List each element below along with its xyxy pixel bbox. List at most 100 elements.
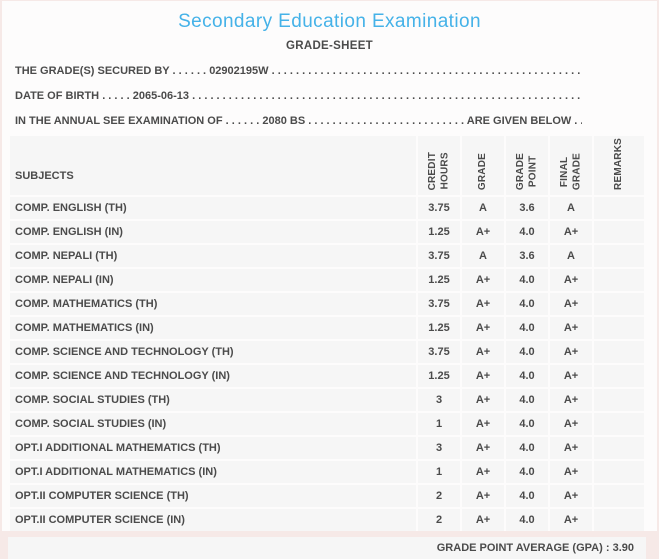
remarks-cell bbox=[594, 245, 644, 267]
credit-hours-cell: 3.75 bbox=[418, 197, 460, 219]
dotted-leader: . . . . . . bbox=[225, 115, 260, 127]
grade-point-cell: 3.6 bbox=[506, 245, 548, 267]
dotted-leader: . . . . . . . . . . . . . . . . . . . . … bbox=[308, 115, 465, 127]
dotted-leader: . . . . . . bbox=[172, 65, 207, 77]
table-row: COMP. SOCIAL STUDIES (TH) 3 A+ 4.0 A+ bbox=[10, 389, 644, 411]
grade-point-cell: 4.0 bbox=[506, 461, 548, 483]
column-header-final-grade: FINAL GRADE bbox=[550, 136, 592, 195]
final-grade-cell: A+ bbox=[550, 341, 592, 363]
subject-cell: COMP. SCIENCE AND TECHNOLOGY (IN) bbox=[10, 365, 416, 387]
grade-point-cell: 4.0 bbox=[506, 485, 548, 507]
subject-cell: COMP. ENGLISH (TH) bbox=[10, 197, 416, 219]
table-body: COMP. ENGLISH (TH) 3.75 A 3.6 A COMP. EN… bbox=[10, 197, 644, 531]
page-title: Secondary Education Examination bbox=[178, 11, 481, 32]
remarks-cell bbox=[594, 413, 644, 435]
grade-cell: A+ bbox=[462, 461, 504, 483]
info-line-exam-year: IN THE ANNUAL SEE EXAMINATION OF . . . .… bbox=[15, 109, 582, 134]
column-header-grade-point: GRADE POINT bbox=[506, 136, 548, 195]
credit-hours-cell: 1 bbox=[418, 413, 460, 435]
credit-hours-cell: 3.75 bbox=[418, 245, 460, 267]
remarks-cell bbox=[594, 485, 644, 507]
subject-cell: COMP. NEPALI (IN) bbox=[10, 269, 416, 291]
remarks-cell bbox=[594, 461, 644, 483]
final-grade-cell: A bbox=[550, 245, 592, 267]
remarks-cell bbox=[594, 389, 644, 411]
info-suffix: ARE GIVEN BELOW . . . bbox=[466, 115, 582, 127]
candidate-info: THE GRADE(S) SECURED BY . . . . . . 0290… bbox=[15, 59, 582, 134]
subject-cell: COMP. SCIENCE AND TECHNOLOGY (TH) bbox=[10, 341, 416, 363]
grade-point-cell: 4.0 bbox=[506, 317, 548, 339]
grade-point-cell: 4.0 bbox=[506, 269, 548, 291]
final-grade-cell: A+ bbox=[550, 509, 592, 531]
dotted-leader: . . . . . . . . . . . . . . . . . . . . … bbox=[192, 90, 582, 102]
final-grade-cell: A+ bbox=[550, 317, 592, 339]
column-header-remarks: REMARKS bbox=[594, 136, 644, 195]
grade-cell: A+ bbox=[462, 221, 504, 243]
table-header-row: SUBJECTS CREDIT HOURS GRADE GRADE POINT … bbox=[10, 136, 644, 195]
grade-cell: A+ bbox=[462, 341, 504, 363]
remarks-cell bbox=[594, 341, 644, 363]
subject-cell: OPT.II COMPUTER SCIENCE (TH) bbox=[10, 485, 416, 507]
gpa-value: 3.90 bbox=[612, 542, 634, 554]
subject-cell: COMP. SOCIAL STUDIES (IN) bbox=[10, 413, 416, 435]
table-row: COMP. NEPALI (IN) 1.25 A+ 4.0 A+ bbox=[10, 269, 644, 291]
table-row: COMP. MATHEMATICS (TH) 3.75 A+ 4.0 A+ bbox=[10, 293, 644, 315]
subject-cell: COMP. NEPALI (TH) bbox=[10, 245, 416, 267]
final-grade-cell: A+ bbox=[550, 461, 592, 483]
table-row: COMP. SCIENCE AND TECHNOLOGY (IN) 1.25 A… bbox=[10, 365, 644, 387]
info-line-date-of-birth: DATE OF BIRTH . . . . . 2065-06-13 . . .… bbox=[15, 84, 582, 109]
final-grade-cell: A+ bbox=[550, 413, 592, 435]
grade-point-cell: 4.0 bbox=[506, 365, 548, 387]
table-row: OPT.I ADDITIONAL MATHEMATICS (TH) 3 A+ 4… bbox=[10, 437, 644, 459]
credit-hours-cell: 3 bbox=[418, 389, 460, 411]
final-grade-cell: A+ bbox=[550, 389, 592, 411]
remarks-cell bbox=[594, 509, 644, 531]
gpa-summary-bar: GRADE POINT AVERAGE (GPA) : 3.90 bbox=[8, 537, 646, 559]
dotted-leader: . . . . . bbox=[102, 90, 130, 102]
gpa-label: GRADE POINT AVERAGE (GPA) bbox=[436, 542, 603, 554]
grade-point-cell: 4.0 bbox=[506, 509, 548, 531]
final-grade-cell: A+ bbox=[550, 437, 592, 459]
grade-point-cell: 4.0 bbox=[506, 389, 548, 411]
remarks-cell bbox=[594, 269, 644, 291]
grade-cell: A+ bbox=[462, 413, 504, 435]
credit-hours-cell: 2 bbox=[418, 485, 460, 507]
info-label: DATE OF BIRTH bbox=[15, 90, 100, 102]
symbol-number-value: 02902195W bbox=[209, 65, 269, 77]
subject-cell: OPT.I ADDITIONAL MATHEMATICS (IN) bbox=[10, 461, 416, 483]
credit-hours-cell: 1.25 bbox=[418, 365, 460, 387]
grade-cell: A+ bbox=[462, 365, 504, 387]
subject-cell: COMP. MATHEMATICS (IN) bbox=[10, 317, 416, 339]
grade-point-cell: 4.0 bbox=[506, 293, 548, 315]
table-row: COMP. SOCIAL STUDIES (IN) 1 A+ 4.0 A+ bbox=[10, 413, 644, 435]
dotted-leader: . . . . . . . . . . . . . . . . . . . . … bbox=[271, 65, 582, 77]
table-row: COMP. ENGLISH (TH) 3.75 A 3.6 A bbox=[10, 197, 644, 219]
grade-cell: A bbox=[462, 245, 504, 267]
table-row: OPT.I ADDITIONAL MATHEMATICS (IN) 1 A+ 4… bbox=[10, 461, 644, 483]
remarks-cell bbox=[594, 437, 644, 459]
exam-year-value: 2080 BS bbox=[262, 115, 306, 127]
credit-hours-cell: 3.75 bbox=[418, 293, 460, 315]
grade-cell: A bbox=[462, 197, 504, 219]
final-grade-cell: A+ bbox=[550, 269, 592, 291]
date-of-birth-value: 2065-06-13 bbox=[132, 90, 190, 102]
remarks-cell bbox=[594, 317, 644, 339]
grade-cell: A+ bbox=[462, 317, 504, 339]
grade-cell: A+ bbox=[462, 485, 504, 507]
column-header-grade: GRADE bbox=[462, 136, 504, 195]
table-row: COMP. ENGLISH (IN) 1.25 A+ 4.0 A+ bbox=[10, 221, 644, 243]
final-grade-cell: A bbox=[550, 197, 592, 219]
credit-hours-cell: 3.75 bbox=[418, 341, 460, 363]
credit-hours-cell: 1.25 bbox=[418, 269, 460, 291]
remarks-cell bbox=[594, 197, 644, 219]
final-grade-cell: A+ bbox=[550, 365, 592, 387]
grade-point-cell: 4.0 bbox=[506, 413, 548, 435]
grade-point-cell: 3.6 bbox=[506, 197, 548, 219]
credit-hours-cell: 1.25 bbox=[418, 221, 460, 243]
table-row: COMP. NEPALI (TH) 3.75 A 3.6 A bbox=[10, 245, 644, 267]
subject-cell: OPT.II COMPUTER SCIENCE (IN) bbox=[10, 509, 416, 531]
final-grade-cell: A+ bbox=[550, 293, 592, 315]
remarks-cell bbox=[594, 365, 644, 387]
grade-cell: A+ bbox=[462, 437, 504, 459]
